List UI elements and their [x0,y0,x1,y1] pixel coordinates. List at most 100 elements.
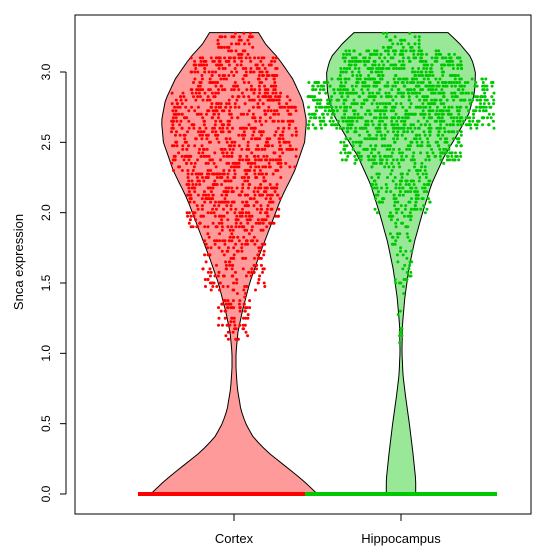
data-point [243,323,247,327]
data-point [469,126,473,130]
data-point [427,158,431,162]
data-point [460,123,464,127]
data-point [377,70,380,74]
data-point [434,88,438,92]
data-point [192,200,196,204]
data-point [410,249,414,253]
data-point [236,235,240,239]
data-point [211,193,215,197]
data-point [186,176,190,179]
data-point [398,183,402,186]
data-point [441,109,445,113]
data-point [217,88,220,92]
data-point [423,112,427,116]
data-point [417,49,421,53]
data-point [455,105,459,109]
data-point [261,172,264,176]
data-point [409,126,413,130]
data-point [439,137,442,141]
data-point [417,126,421,130]
data-point [387,154,390,158]
data-point [242,81,246,84]
data-point [276,126,280,130]
data-point [442,147,446,151]
data-point [220,302,224,306]
data-point [451,137,455,141]
data-point [476,95,480,99]
data-point [373,49,377,53]
data-point [351,147,355,151]
data-point [343,151,347,155]
data-point [263,144,267,148]
data-point [454,151,457,155]
data-point [226,176,230,179]
data-point [399,42,403,46]
data-point [416,172,420,176]
data-point [211,116,215,120]
data-point [196,70,200,74]
data-point [253,56,257,60]
data-point [207,154,211,158]
data-point [198,133,202,137]
data-point [419,59,423,63]
data-point [232,288,236,292]
data-point [378,126,382,130]
data-point [272,109,276,113]
data-point [171,109,175,113]
data-point [391,179,395,183]
data-point [342,98,346,102]
data-point [238,323,242,327]
data-point [412,179,415,183]
data-point [394,221,398,225]
data-point [383,123,387,127]
data-point [248,98,252,102]
data-point [249,59,253,63]
data-point [394,183,398,186]
data-point [386,84,390,88]
data-point [202,147,206,151]
data-point [418,137,422,141]
data-point [181,91,185,95]
data-point [445,109,449,113]
data-point [392,197,396,201]
data-point [491,112,495,116]
data-point [479,105,483,109]
data-point [201,116,205,120]
data-point [208,81,212,84]
data-point [390,242,394,246]
data-point [359,140,363,144]
data-point [202,193,205,197]
data-point [398,151,402,155]
data-point [183,116,186,120]
data-point [351,140,355,144]
data-point [354,158,358,162]
data-point [457,112,461,116]
data-point [195,176,199,179]
data-point [208,158,212,162]
data-point [415,77,418,81]
data-point [253,169,256,172]
data-point [452,123,455,127]
data-point [244,158,248,162]
data-point [457,137,461,141]
data-point [204,260,208,264]
data-point [437,84,441,88]
data-point [378,74,381,77]
y-tick-label: 3.0 [39,63,53,80]
data-point [433,102,437,106]
data-point [360,126,364,130]
data-point [393,176,397,179]
data-point [209,200,213,204]
data-point [200,77,204,81]
data-point [373,186,377,190]
data-point [427,102,431,106]
data-point [370,176,374,179]
data-point [403,207,407,211]
data-point [353,130,357,134]
data-point [328,119,332,123]
data-point [377,190,380,194]
data-point [217,306,220,310]
data-point [405,81,409,84]
data-point [451,158,455,162]
data-point [175,102,179,106]
